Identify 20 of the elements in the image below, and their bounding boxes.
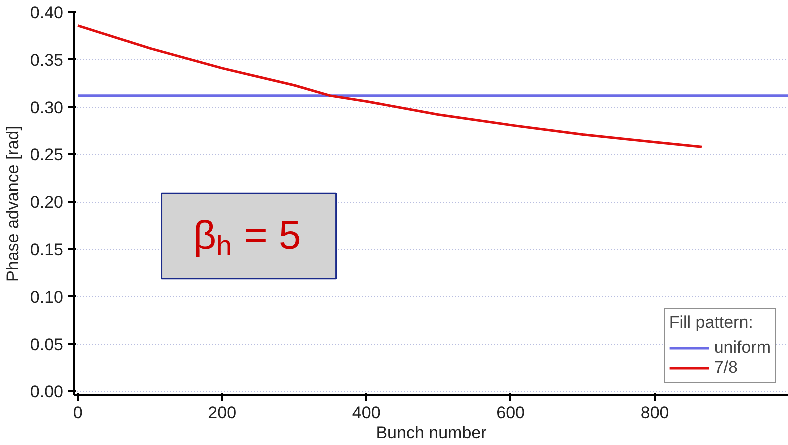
y-tick-label: 0.25 bbox=[30, 146, 64, 165]
y-tick-label: 0.10 bbox=[30, 288, 64, 307]
legend-label: uniform bbox=[714, 338, 771, 358]
y-tick-label: 0.30 bbox=[30, 98, 64, 118]
y-tick-label: 0.35 bbox=[30, 50, 64, 70]
y-axis-title: Phase advance [rad] bbox=[3, 126, 22, 282]
line-series bbox=[76, 24, 704, 148]
x-tick-label: 400 bbox=[352, 404, 381, 422]
x-tick-label: 0 bbox=[73, 404, 83, 422]
y-tick-label: 0.15 bbox=[30, 240, 64, 260]
legend-label: 7/8 bbox=[714, 358, 738, 378]
x-tick-label: 600 bbox=[496, 404, 526, 422]
legend-title: Fill pattern: bbox=[669, 313, 754, 333]
x-axis-title: Bunch number bbox=[376, 424, 488, 442]
x-tick-label: 200 bbox=[208, 404, 237, 422]
y-tick-label: 0.00 bbox=[30, 382, 64, 402]
y-tick-label: 0.40 bbox=[30, 4, 64, 22]
y-tick-label: 0.05 bbox=[30, 335, 64, 354]
x-tick-label: 800 bbox=[640, 404, 670, 422]
y-tick-label: 0.20 bbox=[30, 193, 64, 212]
